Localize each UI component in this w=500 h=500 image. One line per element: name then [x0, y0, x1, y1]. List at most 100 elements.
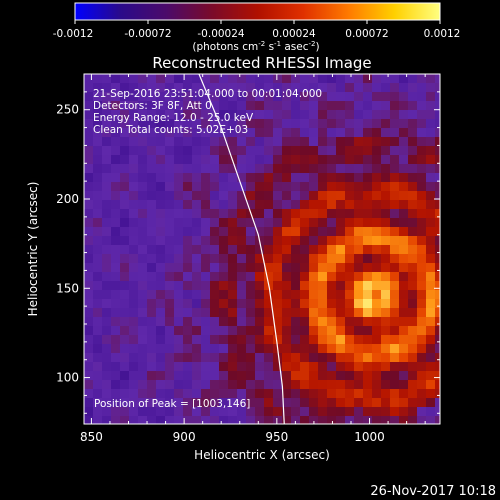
heatmap-cell: [300, 128, 310, 138]
heatmap-cell: [354, 290, 364, 300]
heatmap-cell: [129, 389, 139, 399]
heatmap-cell: [417, 353, 427, 363]
heatmap-cell: [354, 263, 364, 273]
heatmap-cell: [255, 254, 265, 264]
heatmap-cell: [408, 155, 418, 165]
heatmap-cell: [129, 290, 139, 300]
heatmap-cell: [318, 308, 328, 318]
heatmap-cell: [138, 353, 148, 363]
heatmap-cell: [165, 101, 175, 111]
heatmap-cell: [156, 245, 166, 255]
heatmap-cell: [183, 371, 193, 381]
heatmap-cell: [138, 236, 148, 246]
heatmap-cell: [408, 263, 418, 273]
heatmap-cell: [264, 317, 274, 327]
heatmap-cell: [354, 344, 364, 354]
heatmap-cell: [84, 398, 94, 408]
heatmap-cell: [327, 101, 337, 111]
heatmap-cell: [327, 74, 337, 84]
heatmap-cell: [237, 353, 247, 363]
heatmap-image: [84, 74, 440, 424]
heatmap-cell: [426, 92, 436, 102]
heatmap-cell: [408, 101, 418, 111]
heatmap-cell: [408, 119, 418, 129]
heatmap-cell: [345, 416, 355, 424]
heatmap-cell: [210, 218, 220, 228]
heatmap-cell: [309, 173, 319, 183]
heatmap-cell: [363, 155, 373, 165]
heatmap-cell: [201, 353, 211, 363]
heatmap-cell: [120, 335, 130, 345]
heatmap-cell: [381, 254, 391, 264]
heatmap-cell: [381, 236, 391, 246]
heatmap-cell: [165, 137, 175, 147]
heatmap-cell: [183, 101, 193, 111]
heatmap-cell: [309, 182, 319, 192]
heatmap-cell: [165, 344, 175, 354]
heatmap-cell: [138, 218, 148, 228]
heatmap-cell: [354, 236, 364, 246]
heatmap-cell: [318, 173, 328, 183]
heatmap-cell: [282, 344, 292, 354]
heatmap-cell: [174, 110, 184, 120]
heatmap-cell: [228, 74, 238, 84]
heatmap-cell: [228, 263, 238, 273]
heatmap-cell: [138, 137, 148, 147]
heatmap-cell: [174, 371, 184, 381]
heatmap-cell: [300, 344, 310, 354]
heatmap-cell: [390, 218, 400, 228]
heatmap-cell: [102, 155, 112, 165]
heatmap-cell: [435, 263, 440, 273]
heatmap-cell: [408, 344, 418, 354]
heatmap-cell: [183, 299, 193, 309]
heatmap-cell: [390, 326, 400, 336]
heatmap-cell: [174, 389, 184, 399]
heatmap-cell: [417, 146, 427, 156]
heatmap-cell: [237, 281, 247, 291]
heatmap-cell: [93, 362, 103, 372]
heatmap-cell: [390, 83, 400, 93]
heatmap-cell: [363, 236, 373, 246]
footer-date: 26-Nov-2017 10:18: [370, 484, 496, 499]
heatmap-cell: [264, 119, 274, 129]
heatmap-cell: [273, 209, 283, 219]
heatmap-cell: [147, 254, 157, 264]
heatmap-cell: [354, 191, 364, 201]
heatmap-cell: [309, 362, 319, 372]
heatmap-cell: [255, 173, 265, 183]
heatmap-cell: [228, 281, 238, 291]
heatmap-cell: [120, 263, 130, 273]
heatmap-cell: [147, 182, 157, 192]
heatmap-cell: [183, 155, 193, 165]
heatmap-cell: [291, 155, 301, 165]
heatmap-cell: [300, 173, 310, 183]
annotation-counts: Clean Total counts: 5.02E+03: [93, 124, 248, 136]
heatmap-cell: [408, 299, 418, 309]
colorbar-ticks: -0.0012 -0.00072 -0.00024 0.00024 0.00072 0.0…: [53, 20, 460, 40]
heatmap-cell: [327, 326, 337, 336]
heatmap-cell: [255, 146, 265, 156]
heatmap-cell: [210, 155, 220, 165]
heatmap-cell: [84, 389, 94, 399]
heatmap-cell: [219, 92, 229, 102]
heatmap-cell: [399, 110, 409, 120]
heatmap-cell: [273, 101, 283, 111]
heatmap-cell: [219, 281, 229, 291]
chart-title: Reconstructed RHESSI Image: [152, 54, 371, 72]
heatmap-cell: [138, 254, 148, 264]
heatmap-cell: [327, 389, 337, 399]
heatmap-cell: [417, 290, 427, 300]
heatmap-cell: [390, 389, 400, 399]
heatmap-cell: [399, 191, 409, 201]
heatmap-cell: [354, 335, 364, 345]
heatmap-cell: [318, 92, 328, 102]
heatmap-cell: [228, 200, 238, 210]
heatmap-cell: [282, 92, 292, 102]
heatmap-cell: [93, 380, 103, 390]
heatmap-cell: [255, 335, 265, 345]
heatmap-cell: [237, 173, 247, 183]
heatmap-cell: [399, 326, 409, 336]
heatmap-cell: [165, 209, 175, 219]
heatmap-cell: [390, 362, 400, 372]
heatmap-cell: [381, 353, 391, 363]
